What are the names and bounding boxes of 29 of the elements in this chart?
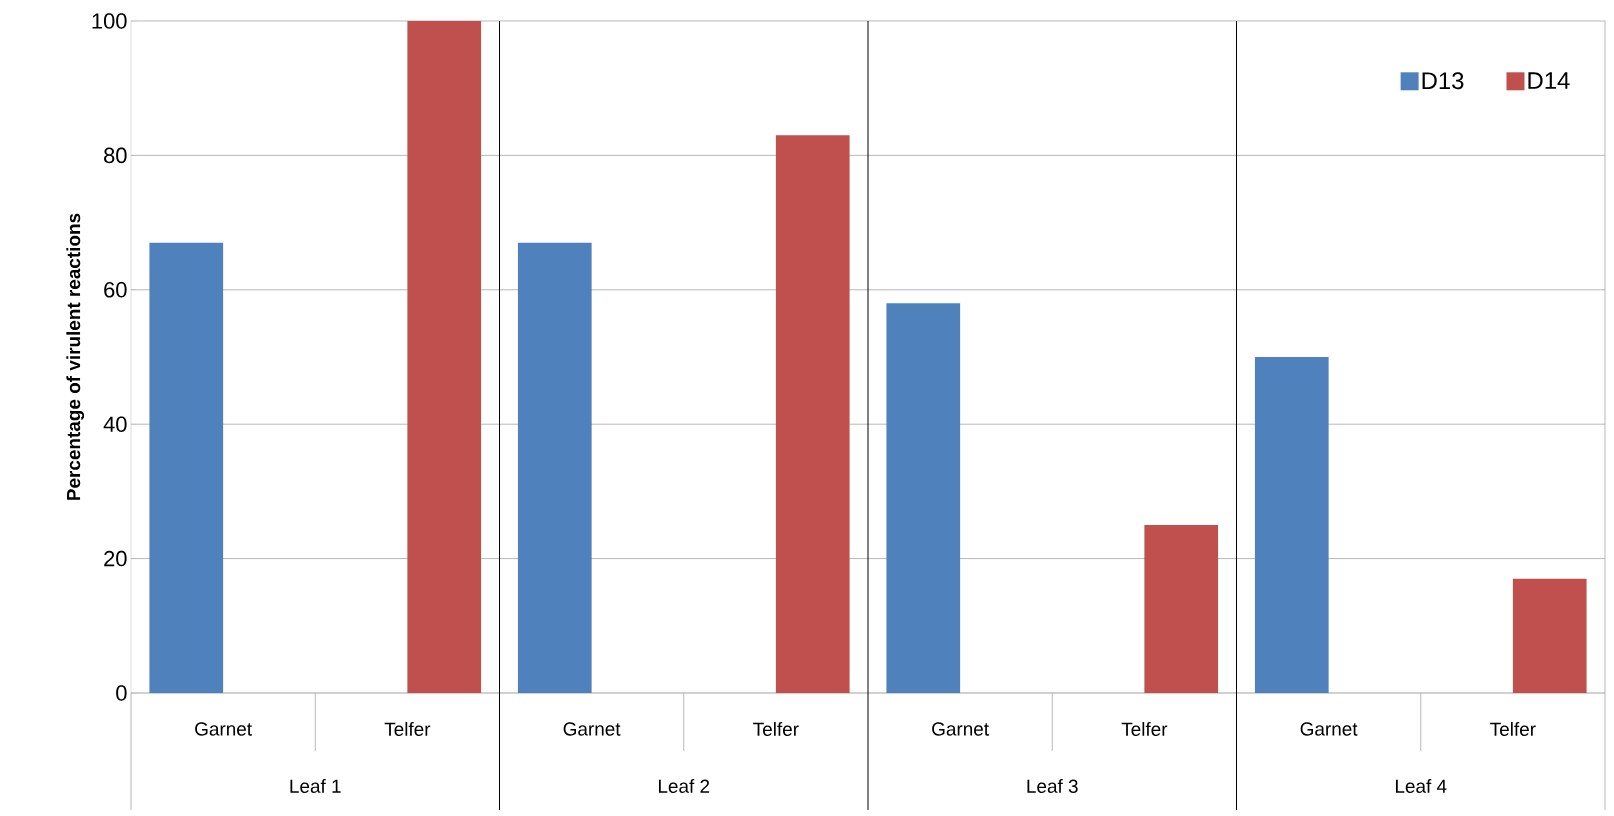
text: Leaf 2 <box>658 779 710 793</box>
y-tick-label: 100 <box>92 13 127 29</box>
bar <box>1144 524 1219 693</box>
bar <box>407 20 482 693</box>
x-tick-label: Garnet <box>195 722 252 736</box>
bar <box>775 135 850 693</box>
y-tick-label: 40 <box>103 416 127 432</box>
x-tick-label: Garnet <box>1300 722 1358 736</box>
x-tick-label: Garnet <box>932 722 989 736</box>
x-tick-label: Telfer <box>384 722 431 736</box>
y-tick-label: 20 <box>104 550 127 567</box>
bar <box>1512 578 1587 693</box>
y-tick-label: 80 <box>104 147 127 164</box>
bar <box>886 303 961 693</box>
bar <box>1254 356 1329 693</box>
y-tick-label: 0 <box>116 685 127 701</box>
x-tick-label: Telfer <box>1490 722 1536 736</box>
x-tick-label: Telfer <box>753 722 799 736</box>
y-axis-title: Percentage of virulent reactions <box>66 213 85 500</box>
bar <box>517 242 592 693</box>
text: Leaf 4 <box>1395 779 1447 793</box>
text: Leaf 3 <box>1027 779 1078 793</box>
legend-label: D13 <box>1422 72 1464 90</box>
x-tick-label: Garnet <box>563 722 621 736</box>
y-tick-label: 60 <box>104 282 127 298</box>
legend-label: D14 <box>1528 72 1570 89</box>
x-tick-label: Telfer <box>1121 722 1168 736</box>
text: Leaf 1 <box>290 779 341 793</box>
bar <box>149 242 224 693</box>
